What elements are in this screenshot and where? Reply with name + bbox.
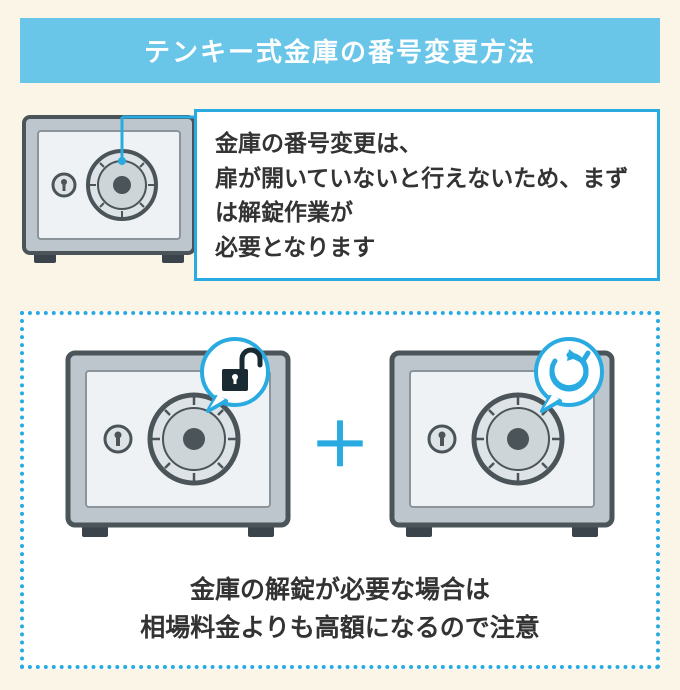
safe-rotate-wrap — [388, 343, 616, 548]
page-title: テンキー式金庫の番号変更方法 — [20, 18, 660, 83]
safes-row: ＋ — [44, 343, 636, 548]
bottom-line-2: 相場料金よりも高額になるので注意 — [140, 614, 540, 642]
safe-illustration-small — [20, 109, 198, 269]
safe-unlock-wrap — [64, 343, 292, 548]
bottom-line-1: 金庫の解錠が必要な場合は — [190, 576, 490, 604]
rotate-badge — [526, 337, 612, 415]
speech-text: 金庫の番号変更は、 扉が開いていないと行えないため、まずは解錠作業が 必要となり… — [215, 130, 628, 260]
bottom-caption: 金庫の解錠が必要な場合は 相場料金よりも高額になるので注意 — [44, 572, 636, 647]
speech-box: 金庫の番号変更は、 扉が開いていないと行えないため、まずは解錠作業が 必要となり… — [194, 109, 660, 281]
unlock-badge — [192, 337, 278, 415]
plus-icon: ＋ — [310, 416, 370, 476]
section-1: 金庫の番号変更は、 扉が開いていないと行えないため、まずは解錠作業が 必要となり… — [20, 109, 660, 281]
section-2: ＋ — [20, 311, 660, 669]
